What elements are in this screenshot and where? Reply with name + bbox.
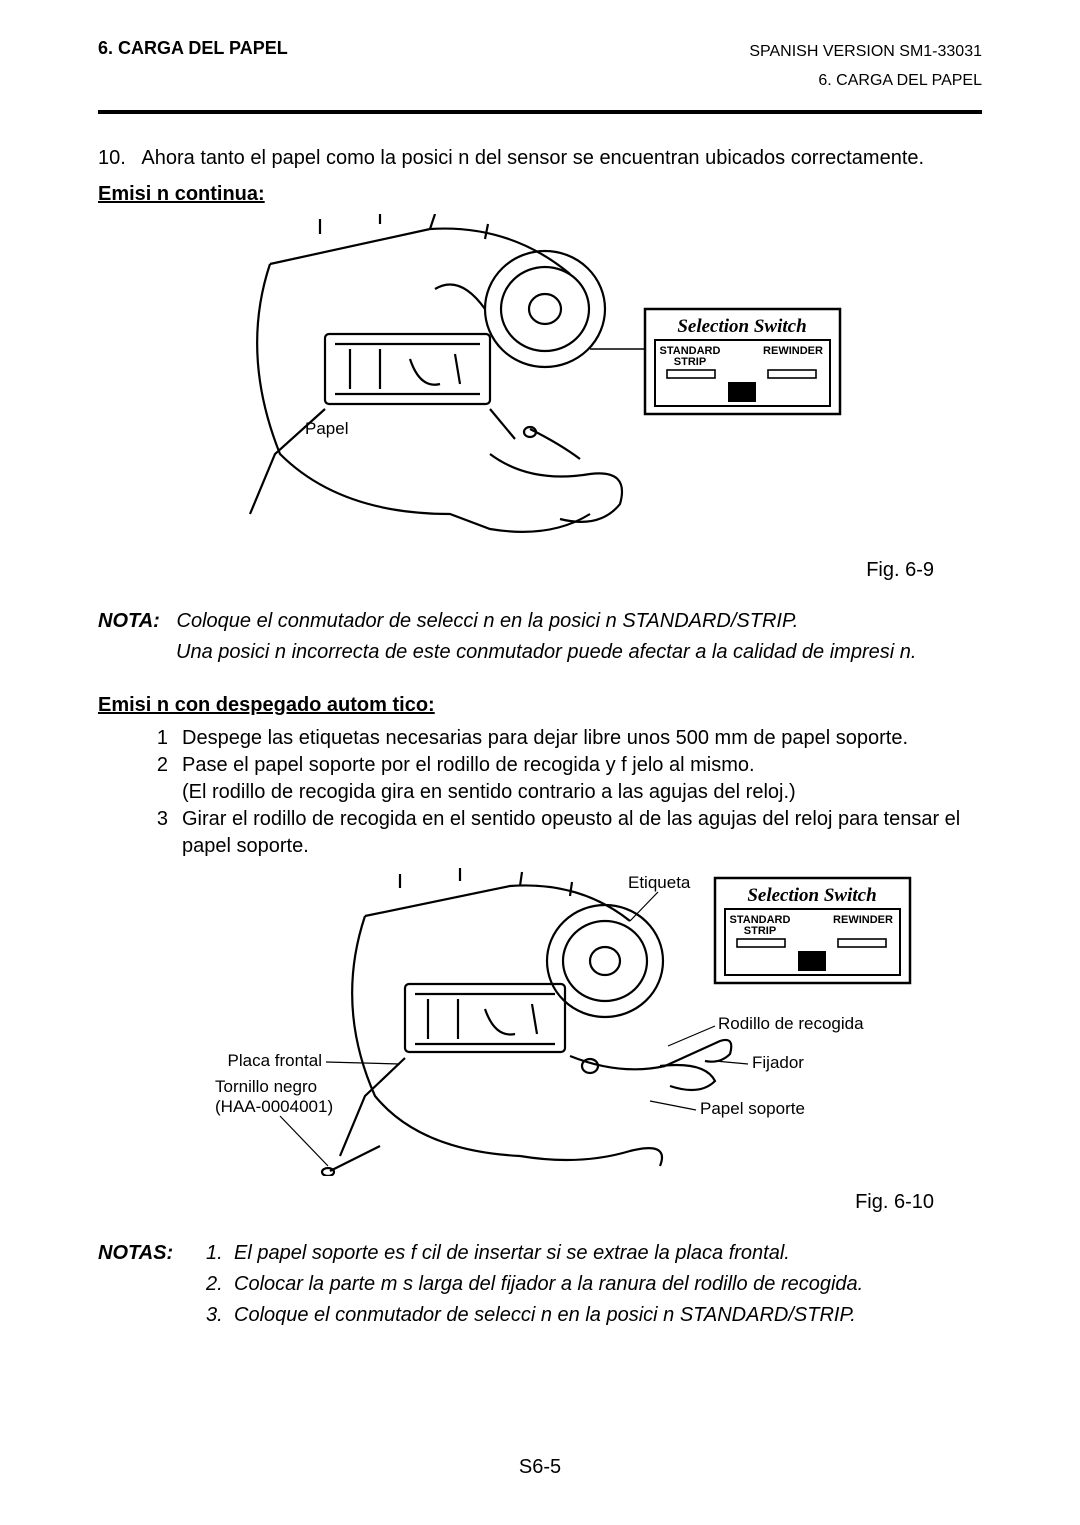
header: 6. CARGA DEL PAPEL SPANISH VERSION SM1-3… [98,38,982,96]
header-right: SPANISH VERSION SM1-33031 6. CARGA DEL P… [749,38,982,96]
label-fijador: Fijador [752,1053,804,1072]
switch-strip-2: STRIP [744,925,776,937]
nota-1-label: NOTA: [98,610,160,632]
figure-6-9-svg: Papel Selection Switch STANDARD STRIP RE… [230,214,850,544]
figure-6-10-svg: Placa frontal Tornillo negro (HAA-000400… [160,866,920,1176]
page: 6. CARGA DEL PAPEL SPANISH VERSION SM1-3… [0,0,1080,1525]
notas-2-t2: Colocar la parte m s larga del fijador a… [234,1269,982,1300]
li-1-text: Despege las etiquetas necesarias para de… [182,725,982,752]
section-2-list: 1 Despege las etiquetas necesarias para … [98,725,982,860]
selection-switch-callout-2: Selection Switch STANDARD STRIP REWINDER [715,878,910,983]
switch-rew-2: REWINDER [833,914,893,926]
nota-1-line2: Una posici n incorrecta de este conmutad… [176,641,916,663]
page-number: S6-5 [98,1456,982,1479]
li-2-text-a: Pase el papel soporte por el rodillo de … [182,752,982,779]
fig-6-9-caption: Fig. 6-9 [98,559,934,582]
li-3-text: Girar el rodillo de recogida en el senti… [182,806,982,860]
selection-switch-callout-1: Selection Switch STANDARD STRIP REWINDER [645,309,840,414]
notas-2-n2: 2. [206,1269,234,1300]
label-tornillo-2: (HAA-0004001) [215,1097,333,1116]
nota-1-line1: Coloque el conmutador de selecci n en la… [177,610,799,632]
label-papel-sop: Papel soporte [700,1099,805,1118]
fig-6-10-caption: Fig. 6-10 [98,1191,934,1214]
switch-title-2: Selection Switch [747,885,876,906]
li-2-text-b: (El rodillo de recogida gira en sentido … [182,779,982,806]
header-left: 6. CARGA DEL PAPEL [98,38,288,59]
notas-2-n1: 1. [206,1238,234,1269]
label-rodillo: Rodillo de recogida [718,1014,864,1033]
section-1-title: Emisi n continua: [98,183,982,206]
section-2-title: Emisi n con despegado autom tico: [98,694,982,717]
label-tornillo-1: Tornillo negro [215,1077,317,1096]
step-10-text: Ahora tanto el papel como la posici n de… [141,147,924,169]
figure-6-9: Papel Selection Switch STANDARD STRIP RE… [98,214,982,549]
switch-title-1: Selection Switch [677,316,806,337]
step-10-num: 10. [98,147,126,169]
li-3-num: 3 [117,808,168,830]
label-etiqueta: Etiqueta [628,873,691,892]
notas-2-t1: El papel soporte es f cil de insertar si… [234,1238,982,1269]
header-rule [98,110,982,114]
li-2-num: 2 [117,754,168,776]
switch-strip-1: STRIP [674,356,706,368]
header-version: SPANISH VERSION SM1-33031 [749,38,982,67]
nota-1: NOTA: Coloque el conmutador de selecci n… [98,606,982,668]
notas-2-n3: 3. [206,1300,234,1331]
label-placa: Placa frontal [228,1051,323,1070]
step-10: 10. Ahora tanto el papel como la posici … [98,144,982,173]
figure-6-10: Placa frontal Tornillo negro (HAA-000400… [98,866,982,1181]
switch-rew-1: REWINDER [763,345,823,357]
notas-2-label: NOTAS: [98,1238,206,1269]
label-papel: Papel [305,419,348,438]
li-1-num: 1 [117,727,168,749]
notas-2: NOTAS: 1. El papel soporte es f cil de i… [98,1238,982,1331]
header-section: 6. CARGA DEL PAPEL [749,67,982,96]
notas-2-t3: Coloque el conmutador de selecci n en la… [234,1300,982,1331]
